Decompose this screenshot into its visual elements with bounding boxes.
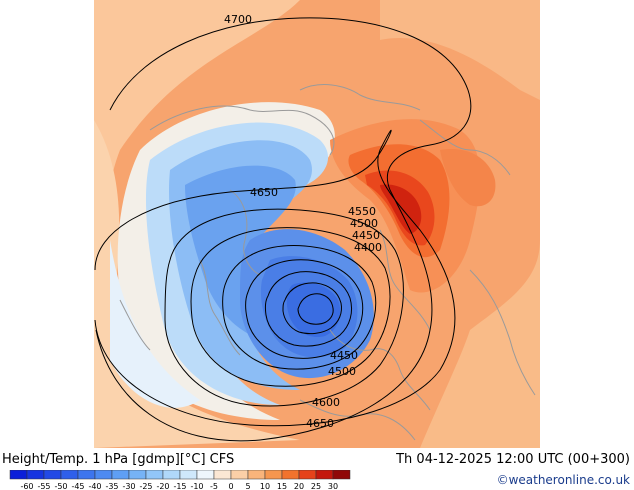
contour-label: 4400: [354, 241, 382, 254]
contour-label: 4650: [306, 417, 334, 430]
color-scale-tick-label: 15: [277, 482, 287, 490]
color-scale-tick-label: 10: [260, 482, 270, 490]
color-scale-swatch: [247, 470, 266, 480]
height-contours: [94, 17, 472, 442]
contour-label: 4450: [352, 229, 380, 242]
map-title: Height/Temp. 1 hPa [gdmp][°C] CFS: [2, 452, 235, 467]
color-scale-swatch: [128, 470, 147, 480]
temperature-field: [94, 0, 540, 448]
color-scale-swatches: [9, 470, 351, 480]
color-scale-swatch: [179, 470, 198, 480]
color-scale-tick-label: -20: [156, 482, 169, 490]
valid-time: Th 04-12-2025 12:00 UTC (00+300): [396, 452, 630, 467]
color-scale-swatch: [332, 470, 351, 480]
color-scale-tick-label: 30: [328, 482, 338, 490]
color-scale-swatch: [111, 470, 130, 480]
contour-label: 4700: [224, 13, 252, 26]
color-scale-swatch: [162, 470, 181, 480]
color-scale-tick-label: -40: [88, 482, 101, 490]
map-footer: Height/Temp. 1 hPa [gdmp][°C] CFS Th 04-…: [0, 448, 634, 490]
color-scale-tick-label: -25: [139, 482, 152, 490]
color-scale-swatch: [230, 470, 249, 480]
color-scale-tick-label: -5: [210, 482, 218, 490]
color-scale-tick-label: -15: [173, 482, 186, 490]
color-scale-ticks: -60 -55 -50 -45 -40 -35 -30 -25 -20 -15 -10 -5 0 5 10 1…: [20, 482, 338, 490]
color-scale-tick-label: -50: [54, 482, 67, 490]
color-scale-swatch: [298, 470, 317, 480]
color-scale-swatch: [43, 470, 62, 480]
color-scale-swatch: [60, 470, 79, 480]
contour-label: 4550: [348, 205, 376, 218]
color-scale-swatch: [315, 470, 334, 480]
weather-map: 4700 4650 4550 4500 4450 4400 4450 4500 …: [94, 0, 540, 448]
contour-label: 4450: [330, 349, 358, 362]
credit-link[interactable]: ©weatheronline.co.uk: [496, 473, 630, 487]
color-scale-swatch: [196, 470, 215, 480]
color-scale-swatch: [264, 470, 283, 480]
color-scale-tick-label: -30: [122, 482, 135, 490]
contour-label: 4650: [250, 186, 278, 199]
color-scale-tick-label: -60: [20, 482, 33, 490]
color-scale-tick-label: -35: [105, 482, 118, 490]
color-scale: -60 -55 -50 -45 -40 -35 -30 -25 -20 -15 -10 -5 0 5 10 1…: [9, 470, 351, 490]
color-scale-swatch: [281, 470, 300, 480]
color-scale-swatch: [94, 470, 113, 480]
color-scale-swatch: [26, 470, 45, 480]
contour-label: 4500: [328, 365, 356, 378]
color-scale-tick-label: -45: [71, 482, 84, 490]
color-scale-tick-label: 25: [311, 482, 321, 490]
color-scale-tick-label: -10: [190, 482, 203, 490]
color-scale-swatch: [213, 470, 232, 480]
color-scale-tick-label: 20: [294, 482, 304, 490]
color-scale-tick-label: 0: [228, 482, 233, 490]
color-scale-swatch: [145, 470, 164, 480]
contour-label: 4500: [350, 217, 378, 230]
map-canvas: 4700 4650 4550 4500 4450 4400 4450 4500 …: [94, 0, 540, 448]
color-scale-swatch: [77, 470, 96, 480]
contour-labels: 4700 4650 4550 4500 4450 4400 4450 4500 …: [224, 13, 382, 430]
color-scale-swatch: [9, 470, 28, 480]
color-scale-tick-label: 5: [245, 482, 250, 490]
coastlines: [119, 84, 536, 441]
contour-label: 4600: [312, 396, 340, 409]
color-scale-tick-label: -55: [37, 482, 50, 490]
